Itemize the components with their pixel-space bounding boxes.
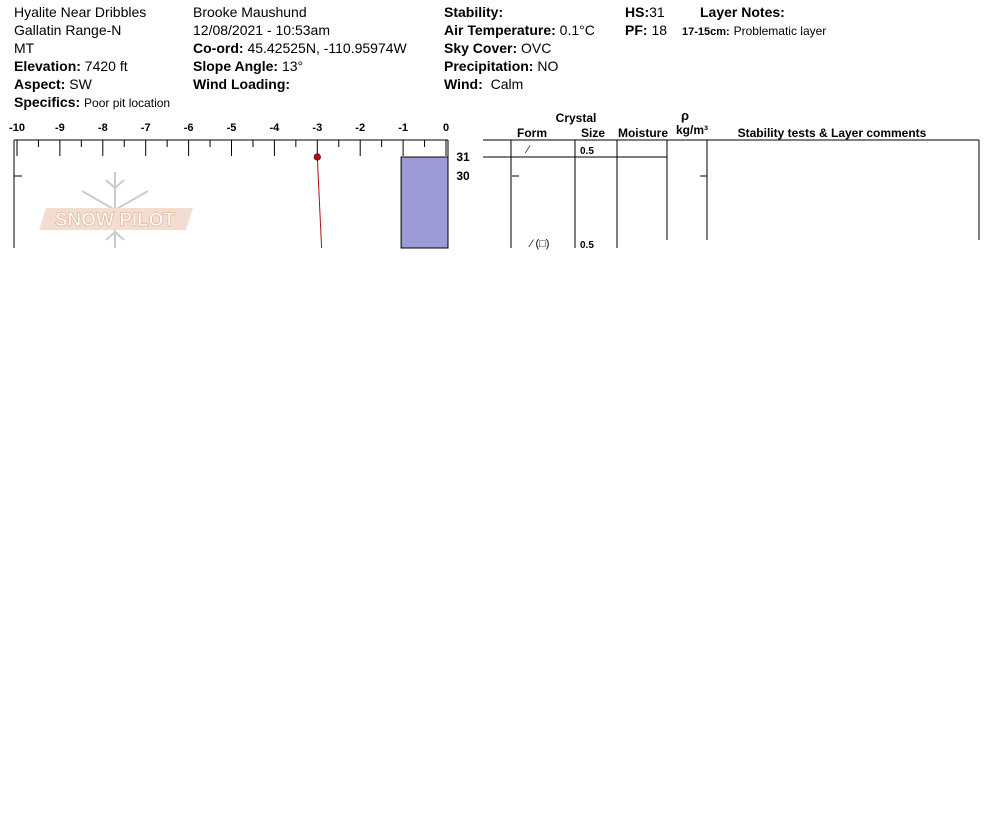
x-tick-label: -2: [355, 122, 365, 134]
layer-2-form: ⁄ (□): [528, 238, 550, 250]
precip-row: Precipitation: NO: [444, 57, 558, 75]
layer-table: Crystal Form Size Moisture ρ kg/m³ Stabi…: [483, 108, 980, 251]
hs-row: HS:31: [625, 3, 665, 21]
slope-row: Slope Angle: 13°: [193, 57, 303, 75]
temperature-line: [316, 156, 323, 249]
sky-cover-row: Sky Cover: OVC: [444, 39, 551, 57]
pf-value: 18: [651, 22, 668, 38]
watermark-banner: [39, 208, 193, 230]
elevation-value: 7420 ft: [84, 58, 128, 74]
air-temp-label: Air Temperature:: [444, 22, 556, 38]
density-unit: kg/m³: [676, 123, 708, 137]
watermark-text: SNOW PILOT: [55, 210, 176, 231]
x-tick-label: -8: [98, 122, 108, 134]
layer-note-range: 17-15cm:: [682, 26, 730, 38]
wind-label: Wind:: [444, 76, 483, 92]
hand-hardness-profile: [400, 156, 449, 249]
hs-label: HS:: [625, 4, 650, 20]
air-temp-value: 0.1°C: [559, 22, 595, 38]
observation-datetime: 12/08/2021 - 10:53am: [193, 22, 330, 38]
x-tick-label: 0: [443, 122, 449, 134]
precip-label: Precipitation:: [444, 58, 534, 74]
layer-1-size: 0.5: [580, 146, 594, 157]
crystal-header: Crystal: [556, 111, 597, 125]
wind-row: Wind: Calm: [444, 75, 523, 93]
elevation-row: Elevation: 7420 ft: [14, 57, 128, 75]
layer-1-form: ⁄: [524, 144, 531, 156]
comments-header: Stability tests & Layer comments: [738, 126, 927, 140]
x-tick-label: -7: [141, 122, 151, 134]
state-name: MT: [14, 40, 35, 56]
hs-value: 31: [649, 4, 665, 20]
height-tick-label: 30: [456, 169, 470, 183]
temperature-profile: [313, 153, 323, 249]
coord-row: Co-ord: 45.42525N, -110.95974W: [193, 39, 407, 57]
coord-value: 45.42525N, -110.95974W: [247, 40, 407, 56]
observer-name: Brooke Maushund: [193, 4, 307, 20]
wind-value: Calm: [490, 76, 524, 92]
air-temp-row: Air Temperature: 0.1°C: [444, 21, 595, 39]
density-symbol: ρ: [681, 108, 689, 123]
elevation-label: Elevation:: [14, 58, 81, 74]
x-tick-label: -9: [55, 122, 65, 134]
x-tick-label: -3: [312, 122, 322, 134]
stability-label: Stability:: [444, 4, 504, 20]
height-tick-label: 31: [456, 150, 470, 164]
snowpilot-watermark: SNOW PILOT: [39, 172, 193, 248]
aspect-row: Aspect: SW: [14, 75, 92, 93]
x-tick-label: -10: [9, 122, 25, 134]
precip-value: NO: [537, 58, 559, 74]
stability-row: Stability:: [444, 3, 503, 21]
sky-cover-label: Sky Cover:: [444, 40, 518, 56]
temperature-axis: [13, 139, 449, 248]
range-name: Gallatin Range-N: [14, 22, 122, 38]
layer-2-size: 0.5: [580, 240, 594, 251]
form-header: Form: [517, 126, 547, 140]
layer-note: 17-15cm: Problematic layer: [682, 21, 826, 41]
layer-notes-label: Layer Notes:: [700, 4, 785, 20]
x-tick-label: -4: [270, 122, 281, 134]
pf-row: PF: 18: [625, 21, 667, 39]
location-name: Hyalite Near Dribbles: [14, 4, 147, 20]
sky-cover-value: OVC: [521, 40, 552, 56]
specifics-row: Specifics: Poor pit location: [14, 93, 170, 112]
x-tick-label: -5: [227, 122, 237, 134]
x-tick-label: -1: [398, 122, 408, 134]
specifics-label: Specifics:: [14, 94, 81, 110]
wind-loading-label: Wind Loading:: [193, 76, 291, 92]
slope-value: 13°: [281, 58, 304, 74]
x-tick-labels: -10 -9 -8 -7 -6 -5 -4 -3 -2 -1 0: [9, 122, 449, 156]
specifics-value: Poor pit location: [84, 96, 171, 110]
layer-note-text: Problematic layer: [733, 24, 827, 38]
hardness-bar: [400, 156, 449, 249]
aspect-label: Aspect:: [14, 76, 66, 92]
size-header: Size: [581, 126, 605, 140]
wind-loading-row: Wind Loading:: [193, 75, 290, 93]
coord-label: Co-ord:: [193, 40, 244, 56]
moisture-header: Moisture: [618, 126, 668, 140]
x-tick-label: -6: [184, 122, 194, 134]
slope-label: Slope Angle:: [193, 58, 279, 74]
pf-label: PF:: [625, 22, 648, 38]
aspect-value: SW: [69, 76, 92, 92]
temperature-point: [313, 153, 321, 161]
